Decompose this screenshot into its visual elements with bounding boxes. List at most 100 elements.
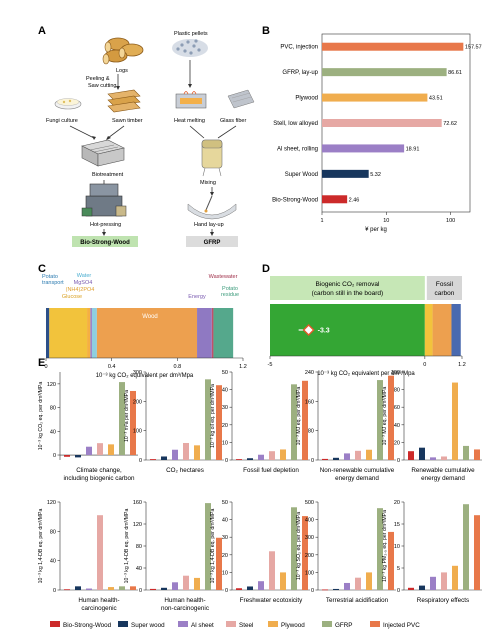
bar-1 — [247, 458, 253, 460]
bar-3 — [322, 119, 442, 127]
bar-3 — [97, 443, 103, 456]
net-value-label: -3.3 — [318, 328, 330, 335]
legend: Bio-Strong-Wood Super wood Al sheet Steel Pl… — [50, 621, 420, 629]
segment-label: Potato — [42, 274, 58, 280]
bar-2 — [86, 588, 92, 590]
bar-4 — [194, 445, 200, 460]
segment-3 — [90, 308, 92, 358]
y-tick-label: 40 — [222, 388, 228, 394]
y-tick-label: 20 — [222, 553, 228, 559]
bar-4 — [452, 565, 458, 590]
y-tick-label: 120 — [47, 500, 56, 506]
category-label: Plywood — [295, 96, 318, 102]
bar-0 — [236, 459, 242, 460]
bar-2 — [430, 457, 436, 460]
x-tick-label: 1.2 — [239, 364, 247, 370]
y-tick-label: 40 — [136, 566, 142, 572]
y-tick-label: 100 — [305, 570, 314, 576]
y-tick-label: 30 — [222, 535, 228, 541]
bar-5 — [377, 508, 383, 590]
bar-5 — [119, 586, 125, 590]
y-axis-label: 10⁻³ kg 1,4-DB eq. per dm³/MPa — [124, 508, 130, 583]
legend-swatch-6 — [370, 621, 380, 627]
bar-6 — [474, 449, 480, 460]
legend-label: Plywood — [281, 622, 305, 629]
bar-5 — [205, 379, 211, 460]
bar-0 — [322, 458, 328, 460]
biogenic-header-line2: (carbon still in the board) — [312, 290, 384, 297]
y-tick-label: 200 — [305, 553, 314, 559]
mixing-tank-icon — [201, 139, 223, 177]
segment-2 — [87, 308, 91, 358]
x-tick-label: 1.2 — [458, 362, 466, 368]
value-label: 5.32 — [370, 172, 381, 178]
plastic-pellets-label: Plastic pellets — [174, 31, 208, 37]
y-tick-label: 0 — [311, 588, 314, 594]
sawn-timber-label: Sawn timber — [112, 118, 143, 124]
bar-2 — [172, 449, 178, 460]
bar-4 — [366, 449, 372, 460]
legend-label: GFRP — [335, 622, 353, 629]
bar-0 — [236, 588, 242, 590]
y-tick-label: 80 — [50, 529, 56, 535]
logs-icon — [102, 37, 144, 65]
legend-swatch-1 — [118, 621, 128, 627]
x-tick-label: 10 — [383, 218, 389, 224]
bar-4 — [280, 449, 286, 460]
chart-title: Freshwater ecotoxicity — [240, 597, 303, 604]
x-tick-label: 100 — [446, 218, 455, 224]
segment-label: Wood — [142, 314, 158, 320]
bar-1 — [75, 586, 81, 590]
y-tick-label: 20 — [222, 423, 228, 429]
bar-2 — [430, 576, 436, 590]
bar-6 — [474, 515, 480, 590]
fungi-culture-icon — [54, 98, 82, 110]
bar-4 — [322, 144, 405, 153]
bar-6 — [302, 380, 308, 460]
y-tick-label: 80 — [308, 429, 314, 435]
panel-b-chart: PVC, injection 157.57 GFRP, lay-up 86.61 Ply… — [272, 33, 482, 233]
y-tick-label: 15 — [394, 522, 400, 528]
legend-label: Bio-Strong-Wood — [63, 622, 112, 629]
arrow-sawn-bio — [107, 125, 125, 139]
x-axis-label: ¥ per kg — [365, 227, 387, 233]
y-axis-label: 10⁻³ kg PM₂.₅ eq. per dm³/MPa — [382, 510, 388, 582]
hand-layup-label: Hand lay-up — [194, 222, 224, 228]
impact-chart-2: 0 100 200 300 10⁻³ m²a per dm³/MPa CO₂ hectar… — [124, 370, 224, 474]
x-axis-label: 10⁻³ kg CO₂ equivalent per dm³/Mpa — [96, 373, 194, 379]
bar-5 — [119, 382, 125, 456]
bar-6 — [388, 375, 394, 460]
segment-label: transport — [42, 280, 64, 286]
legend-label: Al sheet — [191, 622, 214, 629]
y-tick-label: 160 — [133, 500, 142, 506]
chart-title: Non-renewable cumulative — [320, 467, 395, 474]
segment-fossil-0 — [424, 304, 433, 356]
y-tick-label: 120 — [47, 382, 56, 388]
y-axis-label: 10⁻³ kg 1,4-DB eq. per dm³/MPa — [38, 508, 44, 583]
bar-2 — [258, 581, 264, 590]
bar-2 — [172, 582, 178, 590]
bar-1 — [247, 586, 253, 590]
chart-title: Respiratory effects — [417, 597, 469, 604]
bar-4 — [108, 444, 114, 456]
category-label: Super Wood — [285, 172, 318, 178]
value-label: 86.61 — [448, 70, 462, 76]
chart-title: Climate change, — [76, 467, 122, 474]
chart-title: Human health- — [164, 597, 205, 604]
x-tick-label: 0 — [44, 364, 47, 370]
segment-5 — [96, 308, 198, 358]
legend-label: Steel — [239, 622, 253, 629]
category-label: PVC, injection — [280, 45, 318, 51]
bar-3 — [355, 450, 361, 460]
impact-chart-8: 0 10 20 30 40 50 10⁻³ kg 1,4-DB eq. per dm³/MP… — [210, 500, 310, 604]
y-tick-label: 20 — [394, 440, 400, 446]
fossil-header-box — [426, 276, 462, 300]
y-tick-label: 80 — [394, 388, 400, 394]
category-label: Al sheet, rolling — [277, 146, 318, 152]
bar-3 — [183, 442, 189, 460]
gfrp-product-label: GFRP — [204, 240, 221, 246]
segment-7 — [211, 308, 214, 358]
y-tick-label: 500 — [305, 500, 314, 506]
bar-6 — [302, 516, 308, 590]
